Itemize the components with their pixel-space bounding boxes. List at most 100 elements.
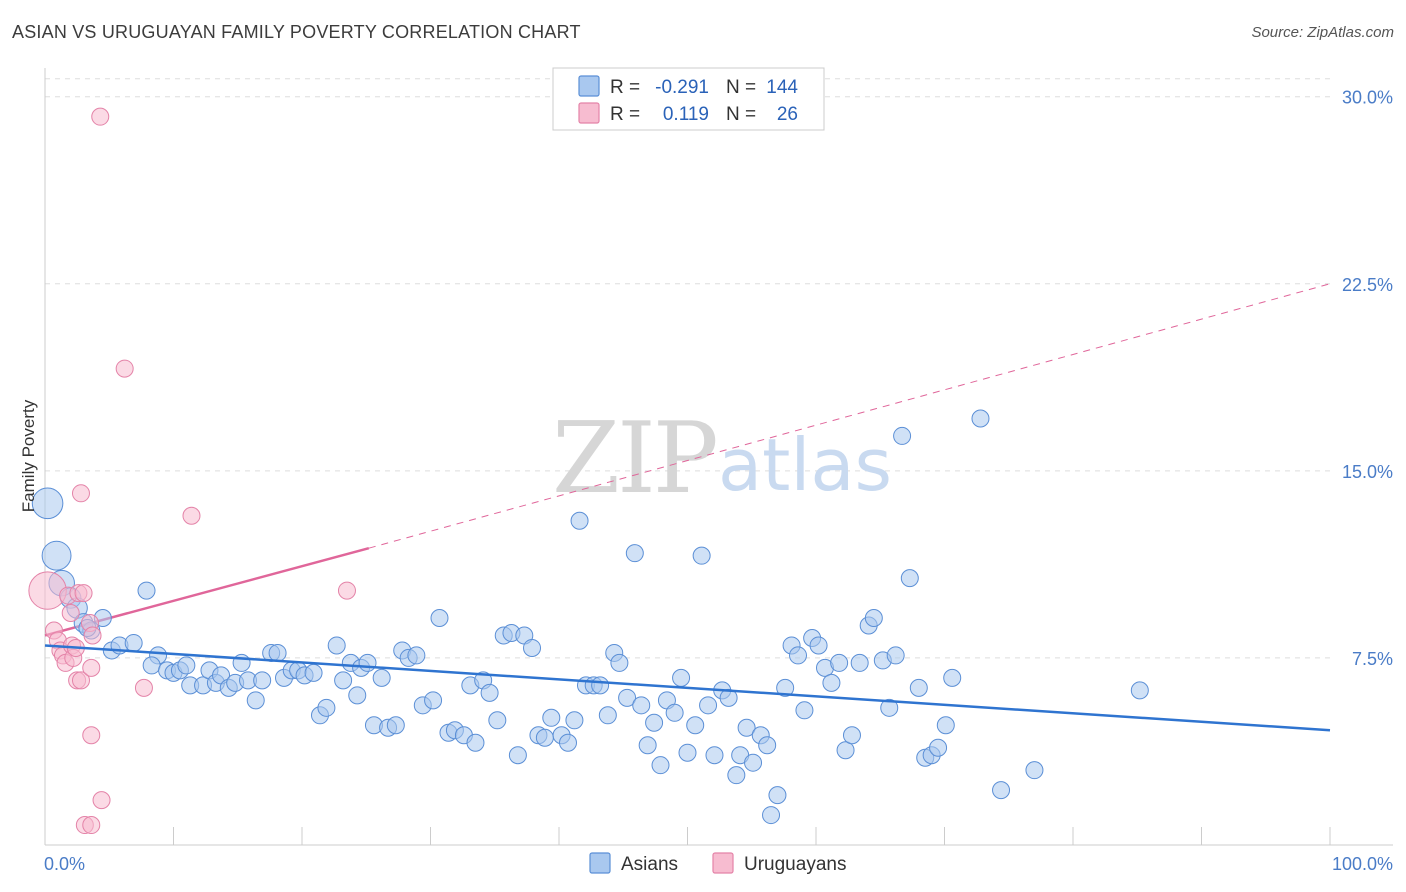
legend-n-value-asians: 144: [766, 77, 798, 98]
asians-point-78: [598, 706, 617, 725]
uruguayans-point-27: [337, 581, 356, 600]
asians-point-0: [31, 487, 64, 520]
asians-point-97: [727, 766, 746, 785]
asians-point-74: [570, 511, 589, 530]
page-title: ASIAN VS URUGUAYAN FAMILY POVERTY CORREL…: [12, 22, 581, 42]
asians-point-70: [542, 708, 561, 727]
asians-point-18: [177, 656, 196, 675]
asians-point-132: [1025, 761, 1044, 780]
grid-lines: [45, 78, 1330, 659]
asians-point-12: [137, 581, 156, 600]
asians-point-48: [386, 716, 405, 735]
asians-point-65: [508, 746, 527, 765]
asians-point-129: [943, 668, 962, 687]
asians-point-89: [672, 668, 691, 687]
asians-point-67: [523, 638, 542, 657]
asians-point-94: [705, 746, 724, 765]
asians-point-113: [830, 653, 849, 672]
asians-point-31: [268, 643, 287, 662]
asians-point-88: [665, 703, 684, 722]
asians-point-105: [776, 678, 795, 697]
asians-point-53: [424, 691, 443, 710]
asians-point-73: [565, 711, 584, 730]
asians-point-108: [795, 701, 814, 720]
asians-point-83: [632, 696, 651, 715]
asians-point-82: [625, 544, 644, 563]
legend-r-label-uruguayans: R =: [610, 104, 640, 125]
series-legend-swatch-uruguayans: [712, 852, 734, 874]
legend-n-label-uruguayans: N =: [726, 104, 756, 125]
asians-point-11: [124, 633, 143, 652]
uruguayans-point-20: [82, 658, 101, 677]
uruguayans-point-16: [83, 626, 102, 645]
uruguayans-point-12: [71, 671, 90, 690]
asians-point-133: [1130, 681, 1149, 700]
y-tick-label-3: 30.0%: [1342, 88, 1393, 108]
uruguayans-point-14: [74, 584, 93, 603]
asians-point-121: [886, 646, 905, 665]
asians-point-14: [142, 656, 161, 675]
watermark: ZIP atlas: [552, 402, 892, 516]
asians-point-104: [768, 786, 787, 805]
asians-point-40: [334, 671, 353, 690]
series-legend-swatch-asians: [589, 852, 611, 874]
asians-point-29: [253, 671, 272, 690]
uruguayans-point-23: [92, 791, 111, 810]
watermark-atlas: atlas: [718, 423, 892, 507]
asians-point-116: [850, 653, 869, 672]
watermark-zip: ZIP: [552, 402, 716, 516]
asians-point-114: [836, 741, 855, 760]
asians-point-93: [699, 696, 718, 715]
asians-point-128: [936, 716, 955, 735]
uruguayans-point-24: [115, 359, 134, 378]
asians-point-1: [41, 540, 72, 571]
asians-point-120: [880, 698, 899, 717]
asians-point-102: [758, 736, 777, 755]
asians-point-131: [992, 781, 1011, 800]
asians-point-122: [893, 426, 912, 445]
asians-point-72: [558, 733, 577, 752]
correlation-legend: R = -0.291 N = 144 R = 0.119 N = 26: [552, 67, 825, 131]
asians-point-38: [317, 698, 336, 717]
asians-point-46: [372, 668, 391, 687]
asians-point-99: [737, 718, 756, 737]
source-credit: Source: ZipAtlas.com: [1251, 24, 1394, 41]
y-tick-labels: 7.5% 15.0% 22.5% 30.0%: [1342, 88, 1393, 669]
asians-point-124: [909, 678, 928, 697]
x-tick-label-1: 100.0%: [1332, 854, 1393, 874]
uruguayans-point-22: [91, 107, 110, 126]
legend-r-label-asians: R =: [610, 77, 640, 98]
legend-n-label-asians: N =: [726, 77, 756, 98]
y-axis-label: Family Poverty: [19, 399, 38, 512]
asians-point-69: [535, 728, 554, 747]
asians-point-44: [358, 653, 377, 672]
asians-point-110: [809, 636, 828, 655]
asians-point-39: [327, 636, 346, 655]
asians-point-59: [466, 733, 485, 752]
asians-point-28: [246, 691, 265, 710]
asians-point-90: [678, 743, 697, 762]
legend-n-value-uruguayans: 26: [777, 104, 798, 125]
asians-point-86: [651, 756, 670, 775]
asians-point-62: [488, 711, 507, 730]
asians-point-54: [430, 609, 449, 628]
uruguayans-point-7: [61, 604, 80, 623]
x-tick-labels: 0.0% 100.0%: [44, 854, 1393, 874]
asians-point-127: [929, 738, 948, 757]
asians-point-51: [407, 646, 426, 665]
y-tick-label-0: 7.5%: [1352, 649, 1393, 669]
axes: [44, 68, 1393, 846]
asians-point-100: [744, 753, 763, 772]
legend-r-value-asians: -0.291: [655, 77, 709, 98]
uruguayans-point-26: [182, 506, 201, 525]
series-legend-label-asians: Asians: [621, 854, 678, 875]
legend-swatch-asians: [578, 75, 600, 97]
asians-point-112: [822, 673, 841, 692]
asians-point-42: [348, 686, 367, 705]
asians-point-84: [638, 736, 657, 755]
asians-point-85: [645, 713, 664, 732]
asians-point-36: [304, 663, 323, 682]
uruguayans-trend-extension: [368, 283, 1331, 549]
uruguayans-point-19: [82, 726, 101, 745]
